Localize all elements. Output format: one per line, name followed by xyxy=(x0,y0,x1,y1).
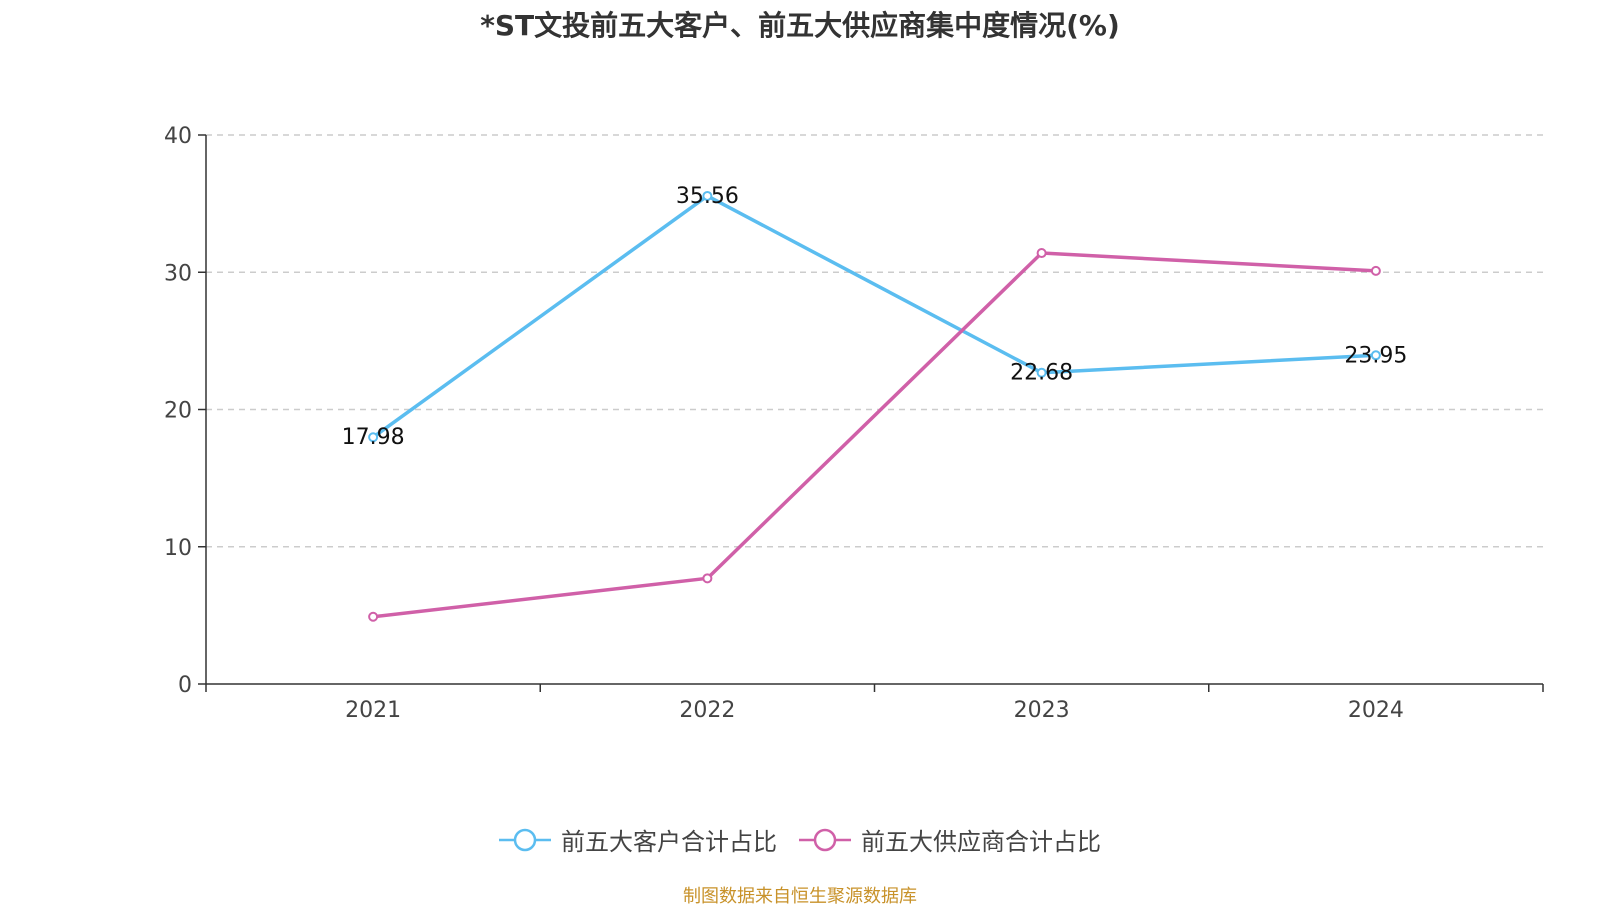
data-label: 17.98 xyxy=(342,425,405,450)
legend-line-circle-icon xyxy=(499,828,551,851)
legend-label-suppliers: 前五大供应商合计占比 xyxy=(861,828,1101,856)
legend: 前五大客户合计占比 前五大供应商合计占比 xyxy=(0,822,1600,857)
y-tick-label: 0 xyxy=(178,673,192,698)
series xyxy=(368,190,1381,622)
legend-item-customers[interactable]: 前五大客户合计占比 xyxy=(499,822,777,857)
series-line-1 xyxy=(372,251,1376,619)
x-tick-label: 2024 xyxy=(1348,698,1404,723)
data-point-1 xyxy=(1036,248,1047,259)
data-source-note: 制图数据来自恒生聚源数据库 xyxy=(683,886,917,907)
y-tick-label: 40 xyxy=(164,124,192,149)
x-tick-label: 2023 xyxy=(1014,698,1070,723)
data-point-0 xyxy=(1036,367,1047,378)
series-line-0 xyxy=(372,194,1376,439)
data-point-1 xyxy=(1370,265,1381,276)
axes: 0 10 20 30 40 2021 2022 2023 2024 xyxy=(164,124,1544,723)
data-point-0 xyxy=(1370,350,1381,361)
data-point-1 xyxy=(368,611,379,622)
data-label: 35.56 xyxy=(676,184,739,209)
legend-line-circle-icon xyxy=(799,828,851,851)
data-labels: 17.98 35.56 22.68 23.95 xyxy=(342,184,1408,450)
y-tick-label: 10 xyxy=(164,536,192,561)
legend-label-customers: 前五大客户合计占比 xyxy=(561,828,777,856)
x-tick-label: 2021 xyxy=(345,698,401,723)
x-tick-label: 2022 xyxy=(679,698,735,723)
data-point-0 xyxy=(702,190,713,201)
data-point-0 xyxy=(368,432,379,443)
y-tick-label: 30 xyxy=(164,261,192,286)
grid-lines xyxy=(206,134,1543,548)
line-chart: 0 10 20 30 40 2021 2022 2023 2024 17.98 35.56 22.6… xyxy=(164,124,1544,723)
data-point-1 xyxy=(702,573,713,584)
data-label: 22.68 xyxy=(1010,361,1073,386)
y-tick-label: 20 xyxy=(164,399,192,424)
chart-title: *ST文投前五大客户、前五大供应商集中度情况(%) xyxy=(480,9,1120,42)
data-label: 23.95 xyxy=(1344,343,1407,368)
legend-item-suppliers[interactable]: 前五大供应商合计占比 xyxy=(799,822,1101,857)
